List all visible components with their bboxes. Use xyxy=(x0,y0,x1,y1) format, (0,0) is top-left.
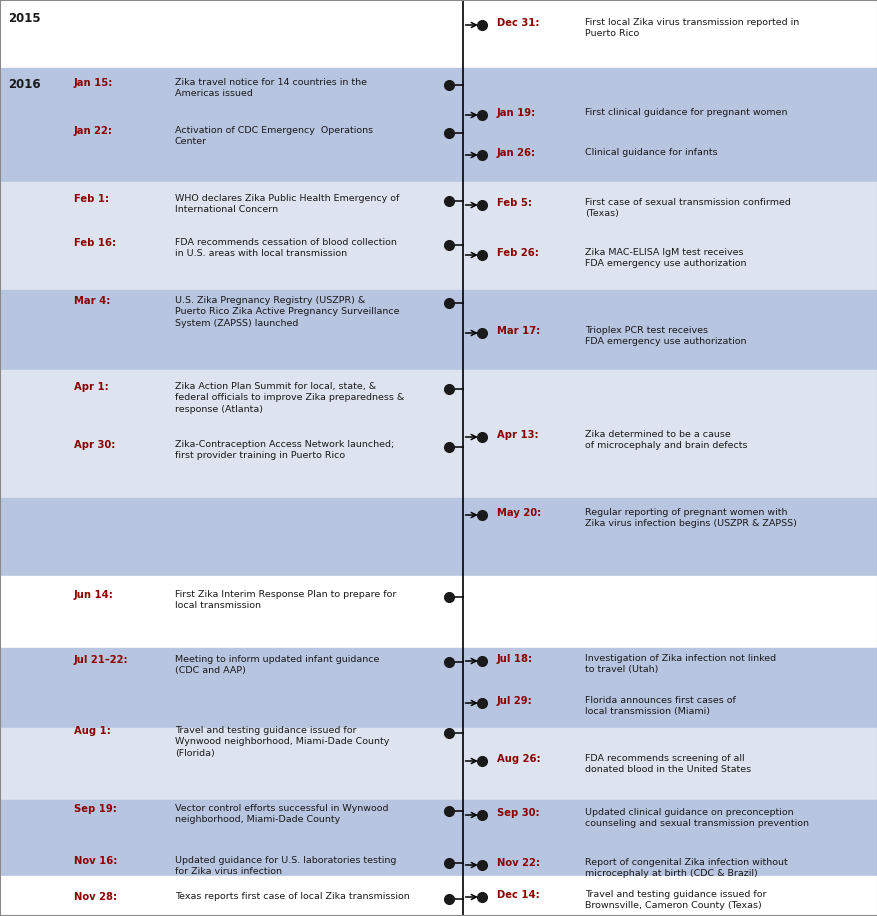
Text: Aug 1:: Aug 1: xyxy=(74,726,111,736)
Text: First case of sexual transmission confirmed
(Texas): First case of sexual transmission confir… xyxy=(584,198,789,218)
Text: Sep 30:: Sep 30: xyxy=(496,808,538,818)
Text: Zika MAC-ELISA IgM test receives
FDA emergency use authorization: Zika MAC-ELISA IgM test receives FDA eme… xyxy=(584,248,745,268)
Text: Jan 26:: Jan 26: xyxy=(496,148,535,158)
Bar xyxy=(0,800,877,876)
Bar xyxy=(0,68,877,182)
Text: Updated clinical guidance on preconception
counseling and sexual transmission pr: Updated clinical guidance on preconcepti… xyxy=(584,808,808,828)
Text: Jun 14:: Jun 14: xyxy=(74,590,114,600)
Text: Aug 26:: Aug 26: xyxy=(496,754,539,764)
Text: Regular reporting of pregnant women with
Zika virus infection begins (USZPR & ZA: Regular reporting of pregnant women with… xyxy=(584,508,795,529)
Text: Updated guidance for U.S. laboratories testing
for Zika virus infection: Updated guidance for U.S. laboratories t… xyxy=(175,856,396,877)
Bar xyxy=(0,0,877,68)
Text: FDA recommends cessation of blood collection
in U.S. areas with local transmissi: FDA recommends cessation of blood collec… xyxy=(175,238,396,258)
Text: First Zika Interim Response Plan to prepare for
local transmission: First Zika Interim Response Plan to prep… xyxy=(175,590,396,610)
Text: Travel and testing guidance issued for
Wynwood neighborhood, Miami-Dade County
(: Travel and testing guidance issued for W… xyxy=(175,726,389,758)
Text: First local Zika virus transmission reported in
Puerto Rico: First local Zika virus transmission repo… xyxy=(584,18,798,38)
Text: Feb 1:: Feb 1: xyxy=(74,194,109,204)
Text: Travel and testing guidance issued for
Brownsville, Cameron County (Texas): Travel and testing guidance issued for B… xyxy=(584,890,766,911)
Bar xyxy=(0,290,877,370)
Text: Zika-Contraception Access Network launched;
first provider training in Puerto Ri: Zika-Contraception Access Network launch… xyxy=(175,440,394,461)
Text: Nov 28:: Nov 28: xyxy=(74,892,117,902)
Text: Florida announces first cases of
local transmission (Miami): Florida announces first cases of local t… xyxy=(584,696,735,716)
Text: May 20:: May 20: xyxy=(496,508,540,518)
Bar xyxy=(0,498,877,576)
Text: Investigation of Zika infection not linked
to travel (Utah): Investigation of Zika infection not link… xyxy=(584,654,775,674)
Text: Jan 22:: Jan 22: xyxy=(74,126,113,136)
Text: Nov 22:: Nov 22: xyxy=(496,858,539,868)
Text: Zika travel notice for 14 countries in the
Americas issued: Zika travel notice for 14 countries in t… xyxy=(175,78,367,98)
Text: First clinical guidance for pregnant women: First clinical guidance for pregnant wom… xyxy=(584,108,787,117)
Text: Jul 18:: Jul 18: xyxy=(496,654,532,664)
Text: Zika determined to be a cause
of microcephaly and brain defects: Zika determined to be a cause of microce… xyxy=(584,430,746,451)
Bar xyxy=(0,728,877,800)
Bar xyxy=(0,182,877,290)
Text: Mar 17:: Mar 17: xyxy=(496,326,539,336)
Text: Meeting to inform updated infant guidance
(CDC and AAP): Meeting to inform updated infant guidanc… xyxy=(175,655,379,675)
Text: Sep 19:: Sep 19: xyxy=(74,804,117,814)
Text: Vector control efforts successful in Wynwood
neighborhood, Miami-Dade County: Vector control efforts successful in Wyn… xyxy=(175,804,388,824)
Text: Mar 4:: Mar 4: xyxy=(74,296,111,306)
Text: WHO declares Zika Public Health Emergency of
International Concern: WHO declares Zika Public Health Emergenc… xyxy=(175,194,399,214)
Text: Jan 15:: Jan 15: xyxy=(74,78,113,88)
Text: Apr 30:: Apr 30: xyxy=(74,440,115,450)
Text: 2016: 2016 xyxy=(8,78,40,91)
Text: Trioplex PCR test receives
FDA emergency use authorization: Trioplex PCR test receives FDA emergency… xyxy=(584,326,745,346)
Text: Texas reports first case of local Zika transmission: Texas reports first case of local Zika t… xyxy=(175,892,410,901)
Text: Activation of CDC Emergency  Operations
Center: Activation of CDC Emergency Operations C… xyxy=(175,126,373,147)
Bar xyxy=(0,576,877,648)
Text: Jan 19:: Jan 19: xyxy=(496,108,535,118)
Text: Dec 31:: Dec 31: xyxy=(496,18,538,28)
Text: Nov 16:: Nov 16: xyxy=(74,856,118,866)
Text: Feb 16:: Feb 16: xyxy=(74,238,116,248)
Text: Report of congenital Zika infection without
microcephaly at birth (CDC & Brazil): Report of congenital Zika infection with… xyxy=(584,858,787,878)
Text: Dec 14:: Dec 14: xyxy=(496,890,538,900)
Text: Jul 29:: Jul 29: xyxy=(496,696,531,706)
Text: Apr 1:: Apr 1: xyxy=(74,382,109,392)
Text: FDA recommends screening of all
donated blood in the United States: FDA recommends screening of all donated … xyxy=(584,754,750,774)
Text: 2015: 2015 xyxy=(8,12,40,25)
Text: Feb 5:: Feb 5: xyxy=(496,198,531,208)
Text: Apr 13:: Apr 13: xyxy=(496,430,538,440)
Bar xyxy=(0,648,877,728)
Text: Zika Action Plan Summit for local, state, &
federal officials to improve Zika pr: Zika Action Plan Summit for local, state… xyxy=(175,382,403,414)
Text: Clinical guidance for infants: Clinical guidance for infants xyxy=(584,148,717,157)
Bar xyxy=(0,370,877,498)
Text: Feb 26:: Feb 26: xyxy=(496,248,538,258)
Text: Jul 21–22:: Jul 21–22: xyxy=(74,655,128,665)
Text: U.S. Zika Pregnancy Registry (USZPR) &
Puerto Rico Zika Active Pregnancy Surveil: U.S. Zika Pregnancy Registry (USZPR) & P… xyxy=(175,296,399,328)
Bar xyxy=(0,876,877,916)
